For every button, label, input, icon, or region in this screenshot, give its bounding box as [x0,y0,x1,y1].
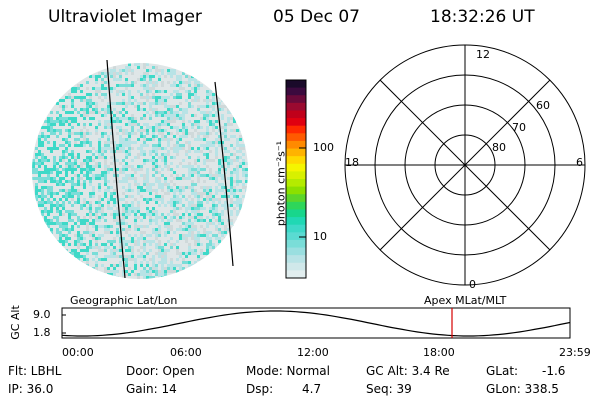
colorbar-cell [286,171,306,180]
time-label: 18:32:26 UT [430,7,535,27]
color-bar [285,79,307,279]
colorbar-cell [286,239,306,249]
status-seq: Seq: 39 [366,382,412,396]
date-label: 05 Dec 07 [273,7,360,27]
status-ip: IP: 36.0 [8,382,54,396]
timeline-tick-1200: 12:00 [297,346,329,359]
timeline-right-title: Apex MLat/MLT [424,294,507,307]
colorbar-cell [286,270,306,279]
instrument-title: Ultraviolet Imager [48,7,202,27]
mlt-label-18: 18 [345,156,359,169]
earth-image [32,59,248,279]
colorbar-cell [286,80,306,89]
lat-label-60: 60 [536,99,550,112]
colorbar-cell [286,148,306,157]
colorbar-cell [286,224,306,233]
colorbar-cell [286,209,306,218]
colorbar-tick-10: 10 [313,230,327,243]
colorbar-cell [286,95,306,104]
status-mode: Mode: Normal [246,364,330,378]
lat-label-80: 80 [492,141,506,154]
timeline-y-max: 9.0 [33,308,51,321]
colorbar-cell [286,255,306,264]
lat-label-70: 70 [512,121,526,134]
colorbar-cell [286,217,306,226]
terminator-line-left [106,59,126,279]
status-dsp-value: 4.7 [302,382,322,396]
mlt-label-0: 0 [469,278,476,291]
mlt-label-6: 6 [576,156,583,169]
colorbar-cell [286,87,306,96]
timeline-left-title: Geographic Lat/Lon [70,294,178,307]
status-flt: Flt: LBHL [8,364,62,378]
colorbar-cell [286,133,306,142]
colorbar-cell [286,118,306,127]
colorbar-cell [286,232,306,241]
status-dsp-label: Dsp: [246,382,274,396]
colorbar-cell [286,179,306,188]
colorbar-tick-100: 100 [313,141,334,154]
timeline-tick-1800: 18:00 [423,346,455,359]
polar-plot [344,44,586,286]
timeline-tick-0000: 00:00 [62,346,94,359]
colorbar-cell [286,201,306,210]
colorbar-cell [286,110,306,119]
mlt-label-12: 12 [476,48,490,61]
timeline-y-min: 1.8 [33,326,51,339]
colorbar-cell [286,163,306,172]
timeline-tick-0600: 06:00 [170,346,202,359]
timeline-y-axis-label: GC Alt [8,305,22,340]
status-glat-value: -1.6 [542,364,566,378]
terminator-line-right [214,81,234,267]
colorbar-cell [286,102,306,111]
colorbar-cell [286,156,306,165]
colorbar-cell [286,247,306,256]
colorbar-cell [286,194,306,203]
colorbar-unit-label: photon cm⁻²s⁻¹ [274,140,288,227]
timeline-plot [61,307,571,339]
status-gain: Gain: 14 [126,382,177,396]
status-gc-alt: GC Alt: 3.4 Re [366,364,450,378]
colorbar-cell [286,186,306,195]
colorbar-cell [286,262,306,271]
colorbar-cell [286,140,306,150]
status-glon: GLon: 338.5 [486,382,559,396]
timeline-tick-2359: 23:59 [559,346,591,359]
colorbar-cell [286,125,306,134]
status-door: Door: Open [126,364,195,378]
status-glat-label: GLat: [486,364,519,378]
